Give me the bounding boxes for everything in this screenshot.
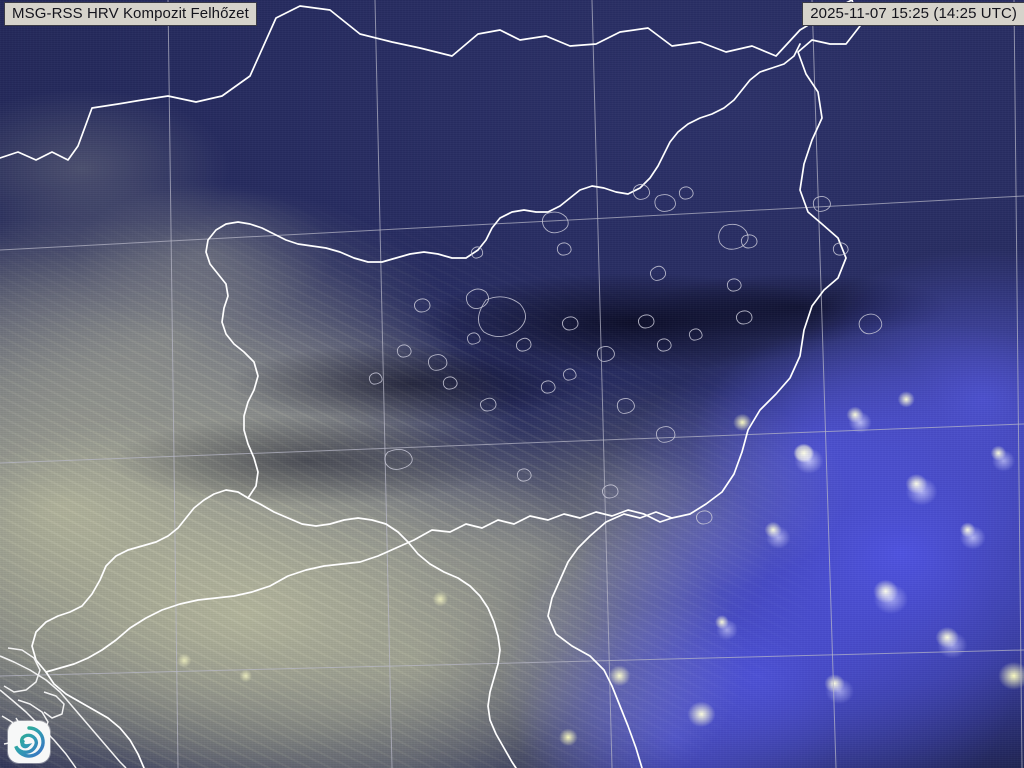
- timestamp-label: 2025-11-07 15:25 (14:25 UTC): [802, 2, 1024, 26]
- graticule-parallels: [0, 195, 1024, 677]
- country-borders: [0, 0, 861, 768]
- cloud-edge-contours: [368, 183, 883, 525]
- product-title-label: MSG-RSS HRV Kompozit Felhőzet: [4, 2, 257, 26]
- graticule-meridians: [167, 0, 1023, 768]
- spiral-cyclone-icon: [14, 726, 45, 758]
- brand-logo[interactable]: [8, 721, 50, 763]
